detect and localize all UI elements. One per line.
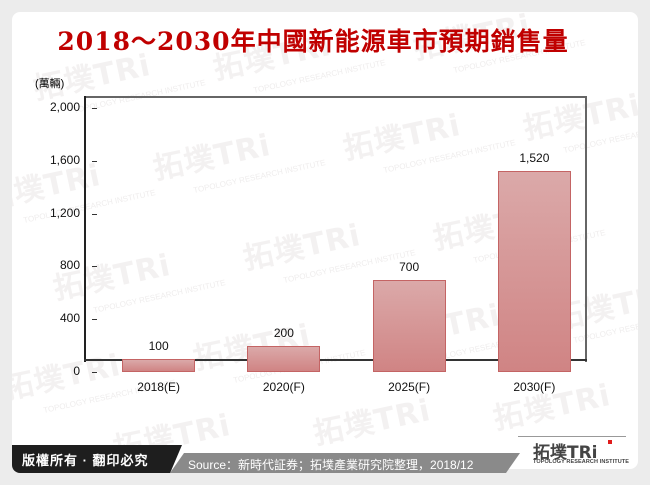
copyright-text: 版權所有 · 翻印必究 bbox=[22, 453, 149, 468]
bar-2018(E) bbox=[122, 358, 196, 372]
bar-2025(F) bbox=[372, 279, 446, 372]
y-tick-label: 400 bbox=[59, 311, 80, 326]
x-category-label: 2018(E) bbox=[137, 380, 180, 394]
x-category-label: 2020(F) bbox=[262, 380, 305, 394]
bar-value-label: 200 bbox=[273, 325, 294, 340]
y-tick-mark bbox=[92, 266, 97, 268]
y-tick-mark bbox=[92, 213, 97, 215]
logo-subtitle: TOPOLOGY RESEARCH INSTITUTE bbox=[533, 459, 630, 465]
y-tick-mark bbox=[92, 108, 97, 109]
bar-value-label: 700 bbox=[399, 259, 420, 274]
footer-divider bbox=[518, 436, 626, 437]
y-tick-label: 0 bbox=[73, 364, 80, 378]
y-tick-label: 800 bbox=[59, 258, 80, 273]
y-axis-line bbox=[84, 96, 86, 362]
logo-wordmark: 拓墣TRi bbox=[533, 443, 598, 463]
y-tick-mark bbox=[92, 160, 97, 162]
chart-title: 2018～2030年中國新能源車市預期銷售量 bbox=[57, 27, 569, 56]
logo-accent-dot bbox=[608, 440, 612, 444]
plot-area bbox=[84, 96, 587, 362]
source-text: Source：新時代証券；拓墣產業研究院整理，2018/12 bbox=[188, 458, 474, 472]
y-tick-mark bbox=[92, 372, 97, 373]
y-tick-label: 1,600 bbox=[49, 152, 80, 167]
y-tick-label: 1,200 bbox=[49, 205, 80, 220]
bar-2030(F) bbox=[497, 171, 571, 372]
x-category-label: 2025(F) bbox=[388, 380, 431, 394]
source-banner bbox=[170, 453, 520, 473]
y-tick-mark bbox=[92, 319, 97, 321]
bar-2020(F) bbox=[247, 345, 321, 372]
y-axis-unit-label: (萬輛) bbox=[35, 78, 65, 90]
x-axis-line bbox=[84, 359, 587, 361]
bar-value-label: 1,520 bbox=[519, 151, 550, 166]
y-tick-label: 2,000 bbox=[49, 100, 80, 114]
x-category-label: 2030(F) bbox=[513, 380, 556, 394]
copyright-banner bbox=[12, 445, 182, 473]
bar-value-label: 100 bbox=[148, 338, 169, 353]
tri-logo: 拓墣TRi TOPOLOGY RESEARCH INSTITUTE bbox=[525, 438, 629, 470]
